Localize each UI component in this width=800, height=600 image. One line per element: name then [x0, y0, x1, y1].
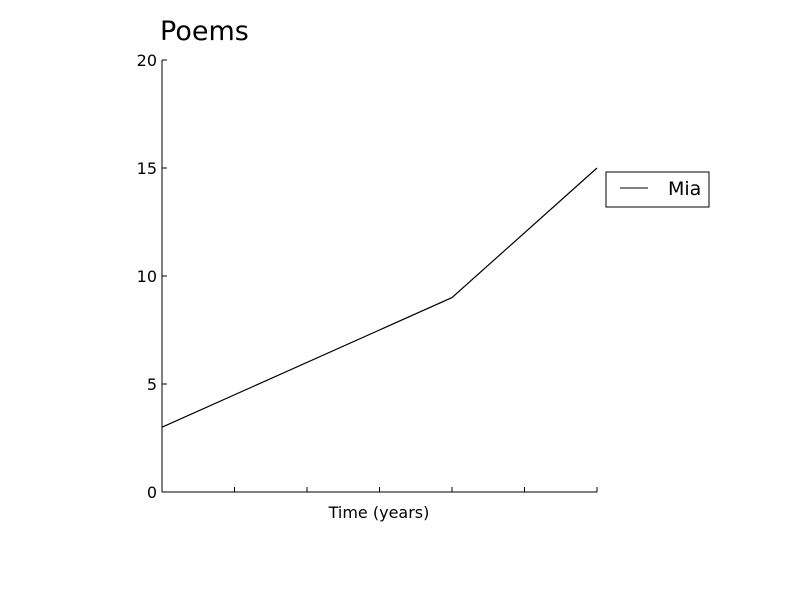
series-line-mia — [161, 167, 598, 428]
chart-title: Poems — [160, 16, 249, 47]
x-axis-label: Time (years) — [328, 503, 430, 522]
legend: Mia — [605, 171, 710, 208]
plot-area: 0 5 10 15 20 — [137, 51, 598, 502]
x-ticks — [161, 487, 598, 492]
y-tick-label: 10 — [137, 267, 157, 286]
legend-entry-mia: Mia — [668, 178, 701, 200]
y-tick-label: 5 — [147, 375, 157, 394]
y-tick-label: 0 — [147, 483, 157, 502]
y-tick-label: 20 — [137, 51, 157, 70]
legend-box — [605, 171, 710, 208]
y-ticks: 0 5 10 15 20 — [137, 51, 167, 502]
y-tick-label: 15 — [137, 159, 157, 178]
series-lines — [161, 167, 598, 428]
